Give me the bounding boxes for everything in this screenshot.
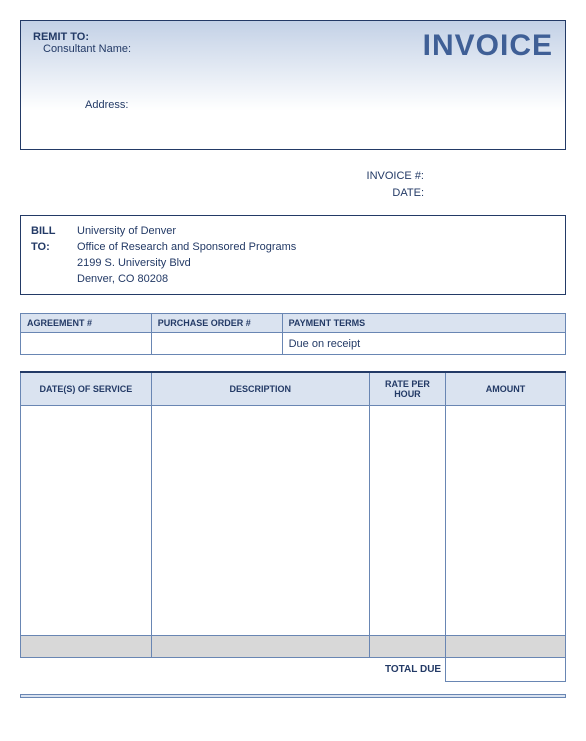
table-row	[21, 406, 566, 636]
cell-rate	[369, 406, 445, 636]
cell-dates	[21, 406, 152, 636]
cell-description	[151, 406, 369, 636]
table-row: Due on receipt	[21, 333, 566, 355]
remit-to-label: REMIT TO:	[33, 31, 89, 43]
invoice-date-label: DATE:	[20, 185, 562, 202]
consultant-name-label: Consultant Name:	[43, 43, 131, 55]
agreement-table: AGREEMENT # PURCHASE ORDER # PAYMENT TER…	[20, 313, 566, 355]
total-amount	[446, 658, 566, 682]
cell-po	[151, 333, 282, 355]
total-row: TOTAL DUE	[21, 658, 566, 682]
cell-agreement	[21, 333, 152, 355]
cell-amount	[446, 406, 566, 636]
col-po: PURCHASE ORDER #	[151, 314, 282, 333]
total-label: TOTAL DUE	[21, 658, 446, 682]
cell-terms: Due on receipt	[282, 333, 565, 355]
col-dates: DATE(S) OF SERVICE	[21, 372, 152, 406]
subtotal-row	[21, 636, 566, 658]
col-rate: RATE PER HOUR	[369, 372, 445, 406]
service-table: DATE(S) OF SERVICE DESCRIPTION RATE PER …	[20, 371, 566, 682]
bill-to-address: University of Denver Office of Research …	[77, 224, 296, 288]
col-terms: PAYMENT TERMS	[282, 314, 565, 333]
invoice-meta: INVOICE #: DATE:	[20, 168, 562, 201]
col-amount: AMOUNT	[446, 372, 566, 406]
bill-to-label: BILL TO:	[31, 224, 77, 288]
footer-line	[20, 694, 566, 698]
invoice-title: INVOICE	[423, 29, 553, 63]
invoice-number-label: INVOICE #:	[20, 168, 562, 185]
col-agreement: AGREEMENT #	[21, 314, 152, 333]
col-description: DESCRIPTION	[151, 372, 369, 406]
bill-to-box: BILL TO: University of Denver Office of …	[20, 215, 566, 295]
remit-box: REMIT TO: Consultant Name: Address: INVO…	[20, 20, 566, 150]
address-label: Address:	[85, 99, 128, 111]
